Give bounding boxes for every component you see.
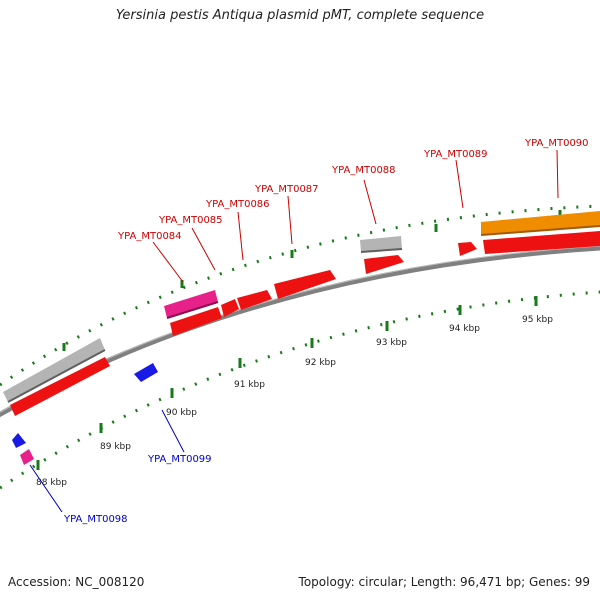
leader-line [29,464,63,513]
gray-feature [3,338,105,402]
leader-line [191,227,216,271]
feature-bars-outer [3,211,600,403]
gene-label: YPA_MT0087 [254,184,319,195]
gene-arrow [483,231,600,254]
leader-line [152,241,184,283]
pink-gene [20,449,34,465]
kbp-label: 94 kbp [449,324,480,334]
kbp-label: 95 kbp [522,315,553,325]
kbp-label: 89 kbp [100,442,131,452]
reverse-leaders [29,409,185,513]
orange-feature [481,211,600,235]
gene-label: YPA_MT0098 [63,514,128,525]
kbp-label: 90 kbp [166,408,197,418]
gray-feature [360,236,402,252]
pink-feature [164,290,218,318]
kbp-labels: 88 kbp 89 kbp 90 kbp 91 kbp 92 kbp 93 kb… [36,315,553,488]
forward-leaders [152,149,559,283]
accession-text: Accession: NC_008120 [8,575,145,589]
reverse-genes [12,363,158,465]
leader-line [161,409,185,453]
feature-underline [166,301,219,319]
leader-line [363,179,377,225]
gene-label: YPA_MT0090 [524,138,589,149]
gene-arrow [170,307,222,336]
inner-tick-ring [0,290,600,490]
gene-arrow [274,270,336,299]
gene-arrow [458,242,477,256]
leader-line [455,159,464,209]
gene-label: YPA_MT0089 [423,149,488,160]
backbone-arc [0,245,600,418]
gene-label: YPA_MT0088 [331,165,396,176]
gene-arrow [221,299,239,317]
outer-tick-ring [0,204,600,387]
kbp-label: 88 kbp [36,478,67,488]
gene-label: YPA_MT0085 [158,215,223,226]
kbp-label: 92 kbp [305,358,336,368]
summary-text: Topology: circular; Length: 96,471 bp; G… [298,575,590,589]
gene-arrow [237,290,272,310]
forward-genes [10,231,600,416]
gene-label: YPA_MT0099 [147,454,212,465]
reverse-gene-labels: YPA_MT0098 YPA_MT0099 [63,454,212,525]
gene-arrow [10,357,110,416]
feature-underline [7,349,106,403]
leader-line [287,195,293,245]
gene-label: YPA_MT0084 [117,231,182,242]
leader-line [237,211,244,261]
major-ticks [36,210,562,470]
map-title: Yersinia pestis Antiqua plasmid pMT, com… [115,8,485,23]
gene-label: YPA_MT0086 [205,199,270,210]
gene-arrow [364,255,404,274]
kbp-label: 93 kbp [376,338,407,348]
forward-gene-labels: YPA_MT0084 YPA_MT0085 YPA_MT0086 YPA_MT0… [117,138,589,242]
gene-arrow-reverse [12,433,26,448]
leader-line [556,149,559,199]
feature-underline [480,225,600,236]
gene-arrow-reverse [134,363,158,382]
feature-underline [360,248,403,253]
kbp-label: 91 kbp [234,380,265,390]
